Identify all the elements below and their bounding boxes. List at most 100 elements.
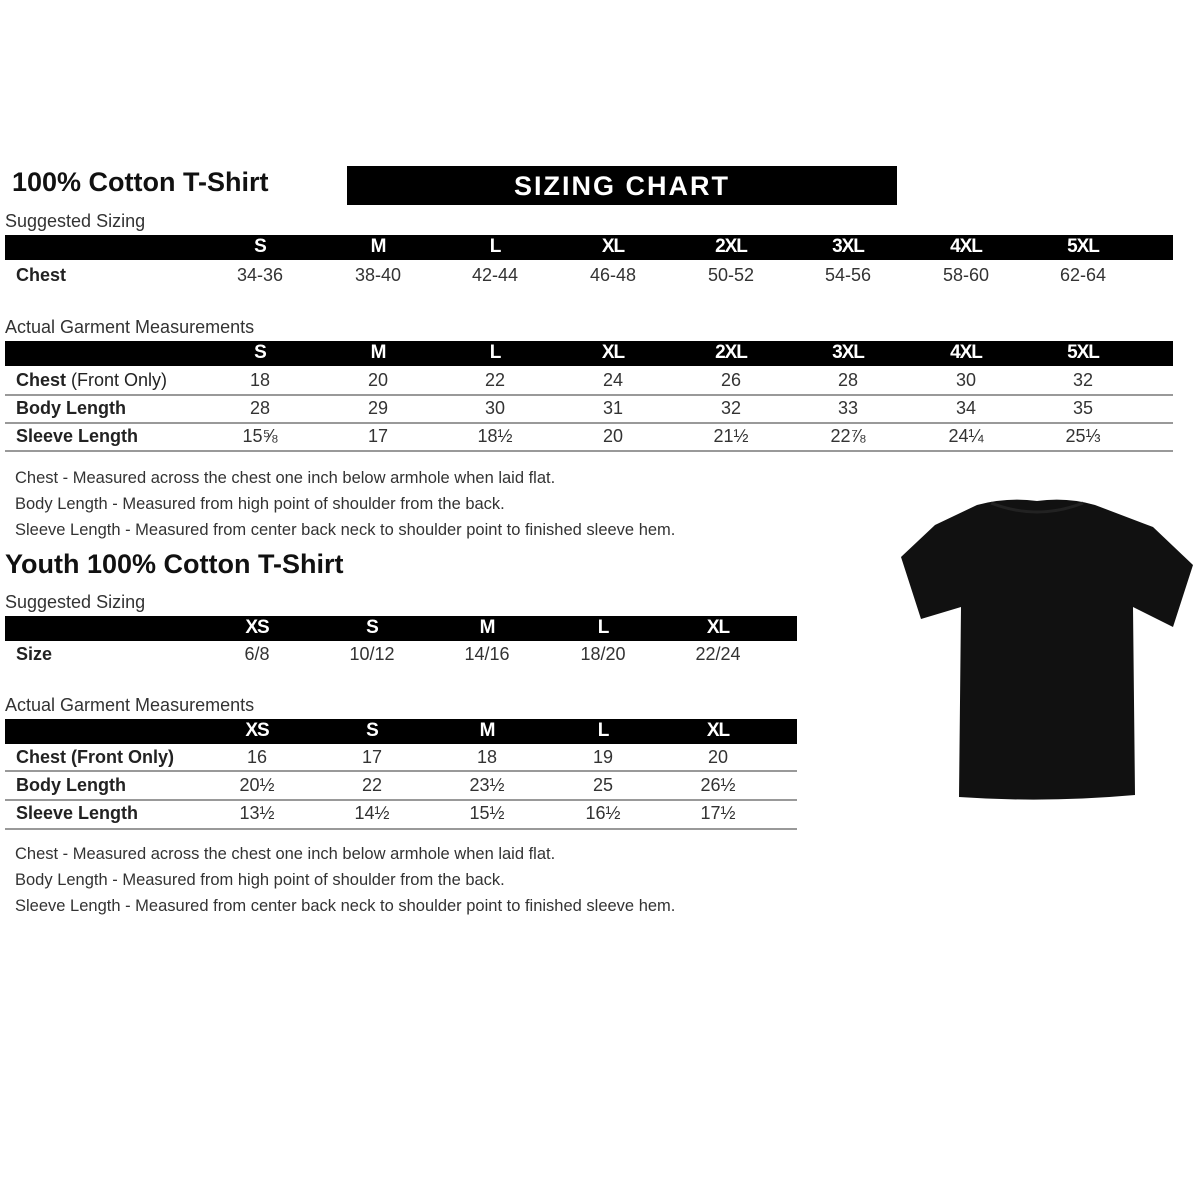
row-label: Size	[16, 644, 52, 665]
size-header: M	[370, 342, 387, 363]
row-divider	[5, 828, 797, 830]
table-cell: 32	[1072, 370, 1094, 390]
table-cell: 24	[602, 370, 624, 390]
row-label: Chest	[16, 265, 66, 286]
table-cell: 15½	[469, 803, 505, 823]
table-cell: 14½	[354, 803, 390, 823]
size-header: S	[366, 720, 379, 741]
table-cell: 26½	[700, 775, 736, 795]
sizing-chart-banner: SIZING CHART	[347, 166, 897, 205]
table-cell: 35	[1072, 398, 1094, 418]
size-header: M	[479, 617, 496, 638]
table-cell: 33	[837, 398, 859, 418]
size-header: 3XL	[832, 236, 865, 257]
table-cell: 14/16	[464, 644, 510, 664]
row-divider	[5, 422, 1173, 424]
table-cell: 22	[484, 370, 506, 390]
table-cell: 26	[720, 370, 742, 390]
size-header: L	[489, 236, 502, 257]
size-header: 4XL	[950, 342, 983, 363]
table-cell: 23½	[469, 775, 505, 795]
youth-actual-header-bar: XS S M L XL	[5, 719, 797, 744]
table-cell: 30	[484, 398, 506, 418]
table-cell: 46-48	[589, 265, 637, 285]
size-header: XL	[601, 342, 625, 363]
table-cell: 15⅝	[242, 426, 278, 446]
youth-suggested-label: Suggested Sizing	[5, 592, 146, 612]
size-header: 4XL	[950, 236, 983, 257]
row-divider	[5, 770, 797, 772]
row-divider	[5, 799, 797, 801]
row-label-text: Body Length	[16, 775, 126, 795]
adult-note-chest: Chest - Measured across the chest one in…	[15, 469, 556, 487]
table-cell: 13½	[239, 803, 275, 823]
row-label: Sleeve Length	[16, 426, 138, 447]
table-cell: 10/12	[349, 644, 395, 664]
table-cell: 20	[367, 370, 389, 390]
size-header: 2XL	[715, 342, 748, 363]
row-label: Chest (Front Only)	[16, 370, 167, 391]
table-cell: 31	[602, 398, 624, 418]
size-header: 5XL	[1067, 236, 1100, 257]
row-label: Body Length	[16, 398, 126, 419]
row-label: Chest (Front Only)	[16, 747, 174, 768]
table-cell: 20	[707, 747, 729, 767]
table-cell: 42-44	[471, 265, 519, 285]
table-cell: 18	[476, 747, 498, 767]
size-header: S	[254, 342, 267, 363]
table-cell: 16	[246, 747, 268, 767]
tshirt-image	[901, 499, 1193, 800]
size-header: XL	[601, 236, 625, 257]
table-cell: 30	[955, 370, 977, 390]
size-header: 3XL	[832, 342, 865, 363]
table-cell: 28	[837, 370, 859, 390]
table-cell: 21½	[713, 426, 749, 446]
table-cell: 28	[249, 398, 271, 418]
size-header: 2XL	[715, 236, 748, 257]
tshirt-collar	[990, 501, 1084, 514]
table-cell: 54-56	[824, 265, 872, 285]
table-cell: 22/24	[695, 644, 741, 664]
youth-title: Youth 100% Cotton T-Shirt	[5, 549, 344, 579]
table-cell: 17	[367, 426, 389, 446]
table-cell: 34	[955, 398, 977, 418]
table-cell: 17½	[700, 803, 736, 823]
adult-actual-label: Actual Garment Measurements	[5, 317, 255, 337]
youth-actual-label: Actual Garment Measurements	[5, 695, 255, 715]
table-cell: 20	[602, 426, 624, 446]
table-cell: 19	[592, 747, 614, 767]
table-cell: 22⅞	[830, 426, 866, 446]
size-header: 5XL	[1067, 342, 1100, 363]
row-label: Sleeve Length	[16, 803, 138, 824]
size-header: M	[370, 236, 387, 257]
youth-suggested-header-bar: XS S M L XL	[5, 616, 797, 641]
size-header: M	[479, 720, 496, 741]
adult-actual-header-bar: S M L XL 2XL 3XL 4XL 5XL	[5, 341, 1173, 366]
size-header: XS	[245, 617, 269, 638]
size-header: L	[597, 720, 610, 741]
table-cell: 18	[249, 370, 271, 390]
table-cell: 6/8	[244, 644, 270, 664]
adult-note-sleeve: Sleeve Length - Measured from center bac…	[15, 521, 676, 539]
size-header: S	[254, 236, 267, 257]
size-header: XL	[706, 720, 730, 741]
table-cell: 38-40	[354, 265, 402, 285]
size-header: L	[597, 617, 610, 638]
size-header: L	[489, 342, 502, 363]
row-divider	[5, 450, 1173, 452]
table-cell: 17	[361, 747, 383, 767]
row-label-text: Sleeve Length	[16, 426, 139, 446]
table-cell: 32	[720, 398, 742, 418]
youth-note-body: Body Length - Measured from high point o…	[15, 871, 505, 889]
row-label-text: Body Length	[16, 398, 126, 418]
row-label-text: Size	[16, 644, 53, 664]
row-label-text: Chest (Front Only)	[16, 747, 174, 767]
table-cell: 20½	[239, 775, 275, 795]
row-label-text: Chest	[16, 265, 67, 285]
table-cell: 34-36	[236, 265, 284, 285]
table-cell: 22	[361, 775, 383, 795]
table-cell: 25	[592, 775, 614, 795]
adult-note-body: Body Length - Measured from high point o…	[15, 495, 505, 513]
row-label: Body Length	[16, 775, 126, 796]
